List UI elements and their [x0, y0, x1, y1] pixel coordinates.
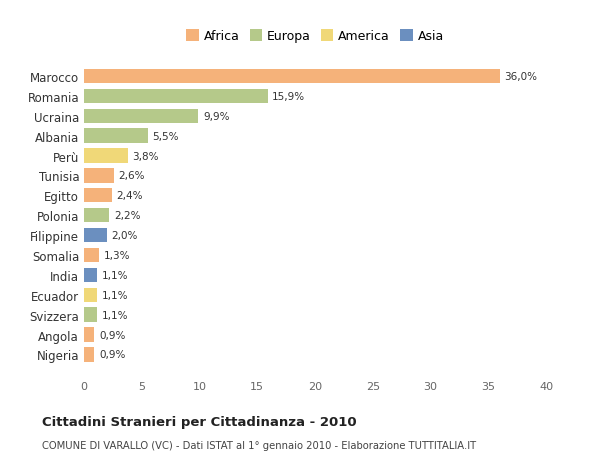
- Text: 36,0%: 36,0%: [505, 72, 538, 82]
- Text: 15,9%: 15,9%: [272, 92, 305, 101]
- Text: 1,3%: 1,3%: [104, 251, 130, 260]
- Text: 0,9%: 0,9%: [99, 330, 125, 340]
- Bar: [84, 347, 94, 362]
- Text: 2,0%: 2,0%: [112, 230, 138, 241]
- Text: Cittadini Stranieri per Cittadinanza - 2010: Cittadini Stranieri per Cittadinanza - 2…: [42, 415, 356, 428]
- Text: 2,2%: 2,2%: [114, 211, 140, 221]
- Bar: [84, 229, 107, 243]
- Text: 1,1%: 1,1%: [101, 290, 128, 300]
- Text: 9,9%: 9,9%: [203, 112, 229, 122]
- Text: 3,8%: 3,8%: [133, 151, 159, 161]
- Bar: [84, 129, 148, 144]
- Text: 5,5%: 5,5%: [152, 131, 179, 141]
- Bar: [84, 248, 99, 263]
- Bar: [84, 308, 97, 322]
- Bar: [84, 268, 97, 282]
- Bar: [84, 149, 128, 163]
- Text: 2,6%: 2,6%: [119, 171, 145, 181]
- Bar: [84, 169, 114, 183]
- Text: 0,9%: 0,9%: [99, 350, 125, 359]
- Bar: [84, 208, 109, 223]
- Bar: [84, 90, 268, 104]
- Legend: Africa, Europa, America, Asia: Africa, Europa, America, Asia: [184, 28, 446, 45]
- Text: COMUNE DI VARALLO (VC) - Dati ISTAT al 1° gennaio 2010 - Elaborazione TUTTITALIA: COMUNE DI VARALLO (VC) - Dati ISTAT al 1…: [42, 440, 476, 450]
- Bar: [84, 288, 97, 302]
- Bar: [84, 70, 500, 84]
- Bar: [84, 328, 94, 342]
- Bar: [84, 109, 199, 123]
- Bar: [84, 189, 112, 203]
- Text: 1,1%: 1,1%: [101, 270, 128, 280]
- Text: 2,4%: 2,4%: [116, 191, 143, 201]
- Text: 1,1%: 1,1%: [101, 310, 128, 320]
